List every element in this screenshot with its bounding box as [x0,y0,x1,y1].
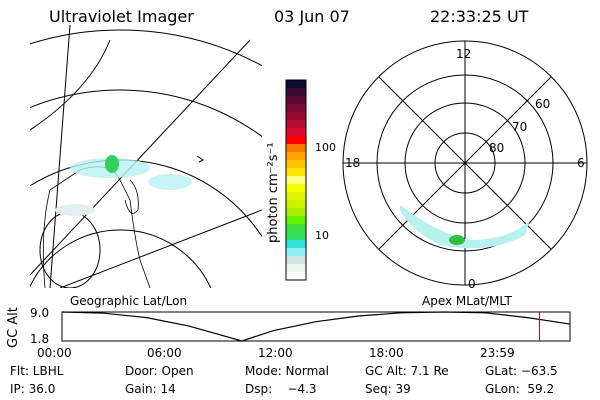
x-tick: 00:00 [37,346,72,360]
colorbar-swatch [286,88,306,97]
polar-label-6: 6 [577,156,585,170]
polar-label-0: 0 [468,277,476,291]
polar-label-70: 70 [512,120,528,134]
gc-alt-status: GC Alt: 7.1 Re [365,364,449,378]
colorbar-swatch [286,160,306,169]
y-tick-9: 9.0 [30,306,50,320]
colorbar-swatch [286,256,306,265]
y-tick-1.8: 1.8 [30,332,50,346]
dsp-status: Dsp: −4.3 [245,382,317,396]
colorbar-swatch [286,248,306,257]
seq-status: Seq: 39 [365,382,411,396]
latitude-arc [30,29,262,67]
aurora-emission [55,155,192,216]
colorbar-swatch [286,144,306,153]
glon-status: GLon: 59.2 [485,382,555,396]
colorbar-swatch [286,104,306,113]
ip-status: IP: 36.0 [10,382,56,396]
colorbar-swatch [286,112,306,121]
colorbar-label: photon cm⁻²s⁻¹ [266,142,281,243]
date-label: 03 Jun 07 [274,7,350,26]
altitude-plot [61,311,571,342]
colorbar-tick-100: 100 [315,141,336,154]
geographic-label: Geographic Lat/Lon [70,294,188,308]
polar-plot [342,40,588,286]
gain-status: Gain: 14 [125,382,176,396]
colorbar-swatch [286,192,306,201]
colorbar-swatch [286,128,306,137]
latitude-arc [30,229,212,288]
x-tick: 18:00 [369,346,404,360]
apex-label: Apex MLat/MLT [422,294,512,308]
glat-status: GLat: −63.5 [485,364,558,378]
colorbar-swatch [286,232,306,241]
colorbar-swatch [286,272,306,281]
colorbar-swatch [286,176,306,185]
x-tick: 23:59 [480,346,515,360]
colorbar [285,79,307,281]
time-label: 22:33:25 UT [430,7,529,26]
latitude-arc [30,159,262,237]
colorbar-swatch [286,200,306,209]
y-axis-label: GC Alt [6,307,21,348]
colorbar-swatch [286,184,306,193]
colorbar-swatch [286,240,306,249]
colorbar-swatch [286,136,306,145]
longitude-line [59,209,262,288]
colorbar-swatch [286,96,306,105]
colorbar-frame [285,79,307,281]
polar-label-80: 80 [489,141,505,155]
colorbar-swatch [286,152,306,161]
polar-label-12: 12 [456,47,472,61]
colorbar-swatch [286,208,306,217]
colorbar-swatch [286,224,306,233]
longitude-line [49,25,71,288]
latitude-arc [30,89,262,137]
longitude-line [30,39,251,276]
colorbar-tick-10: 10 [315,229,329,242]
colorbar-swatch [286,168,306,177]
x-tick: 12:00 [258,346,293,360]
altitude-curve [61,311,571,342]
colorbar-swatch [286,120,306,129]
colorbar-swatch [286,80,306,89]
x-tick: 06:00 [147,346,182,360]
door-status: Door: Open [125,364,194,378]
polar-label-18: 18 [345,156,361,170]
polar-label-60: 60 [535,97,551,111]
colorbar-swatch [286,216,306,225]
geographic-map [30,25,262,288]
colorbar-swatch [286,264,306,273]
instrument-title: Ultraviolet Imager [49,7,194,26]
mode-status: Mode: Normal [245,364,329,378]
filter-status: Flt: LBHL [10,364,64,378]
